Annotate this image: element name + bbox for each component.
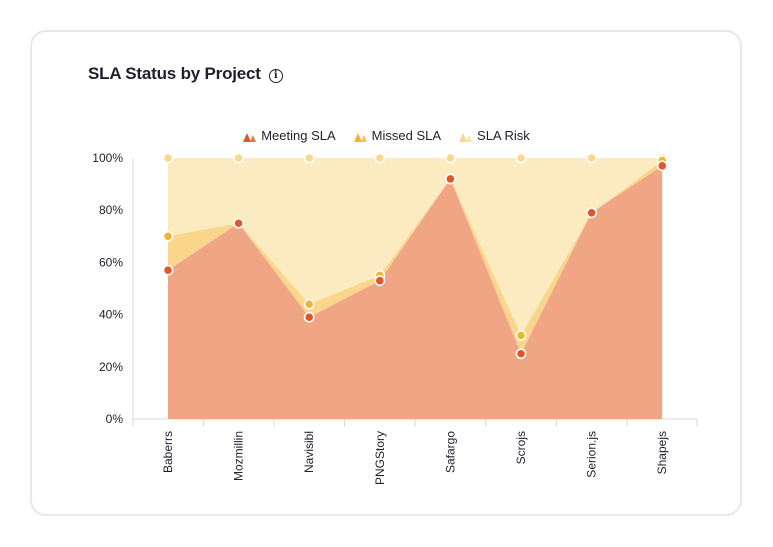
x-tick-label: Scrojs <box>514 431 528 464</box>
legend-item-missed-sla[interactable]: Missed SLA <box>353 128 442 143</box>
marker-sla-risk <box>162 152 174 164</box>
x-tick-label: Shapejs <box>655 431 669 474</box>
area-sla-risk <box>168 158 663 336</box>
y-tick-label: 100% <box>92 151 123 165</box>
marker-meeting-sla <box>586 207 597 219</box>
legend-label-sla-risk: SLA Risk <box>477 128 530 143</box>
legend-swatch-missed-sla <box>353 130 367 142</box>
x-tick-label: Serion.js <box>585 431 599 478</box>
marker-missed-sla <box>162 230 174 242</box>
x-tick-label: PNGStory <box>373 431 387 485</box>
marker-meeting-sla <box>303 311 315 323</box>
chart-markers <box>162 152 668 360</box>
y-tick-label: 60% <box>99 255 123 269</box>
marker-meeting-sla <box>515 348 527 360</box>
marker-sla-risk <box>374 152 386 164</box>
chart-areas <box>168 158 663 419</box>
marker-meeting-sla <box>656 160 668 172</box>
legend-swatch-meeting-sla <box>243 130 257 142</box>
y-tick-label: 40% <box>99 308 123 322</box>
marker-meeting-sla <box>233 217 244 229</box>
chart-title: SLA Status by Project <box>88 64 261 83</box>
area-meeting-sla <box>168 165 663 419</box>
legend-item-meeting-sla[interactable]: Meeting SLA <box>243 128 336 143</box>
marker-sla-risk <box>233 152 244 164</box>
marker-meeting-sla <box>162 264 174 276</box>
marker-missed-sla <box>303 298 315 310</box>
y-tick-label: 0% <box>106 412 124 426</box>
area-missed-sla <box>168 160 663 354</box>
legend-label-missed-sla: Missed SLA <box>371 128 442 143</box>
marker-sla-risk <box>515 152 527 164</box>
chart-legend: Meeting SLA Missed SLA SLA Risk <box>0 128 773 143</box>
info-icon[interactable]: i <box>268 69 283 83</box>
x-tick-label: Navisibl <box>302 431 316 473</box>
marker-missed-sla <box>515 330 527 341</box>
marker-sla-risk <box>303 152 315 164</box>
card-header: SLA Status by Project i <box>88 64 283 84</box>
marker-meeting-sla <box>444 173 456 185</box>
y-tick-label: 20% <box>99 360 123 374</box>
marker-meeting-sla <box>374 275 386 287</box>
marker-sla-risk <box>444 152 456 164</box>
x-tick-label: Safargo <box>443 431 457 473</box>
legend-item-sla-risk[interactable]: SLA Risk <box>459 128 530 143</box>
marker-sla-risk <box>586 152 597 164</box>
x-tick-label: Baberrs <box>161 431 175 473</box>
y-tick-label: 80% <box>99 203 123 217</box>
x-tick-label: Mozmillin <box>232 431 246 481</box>
legend-swatch-sla-risk <box>459 130 473 142</box>
legend-label-meeting-sla: Meeting SLA <box>261 128 336 143</box>
